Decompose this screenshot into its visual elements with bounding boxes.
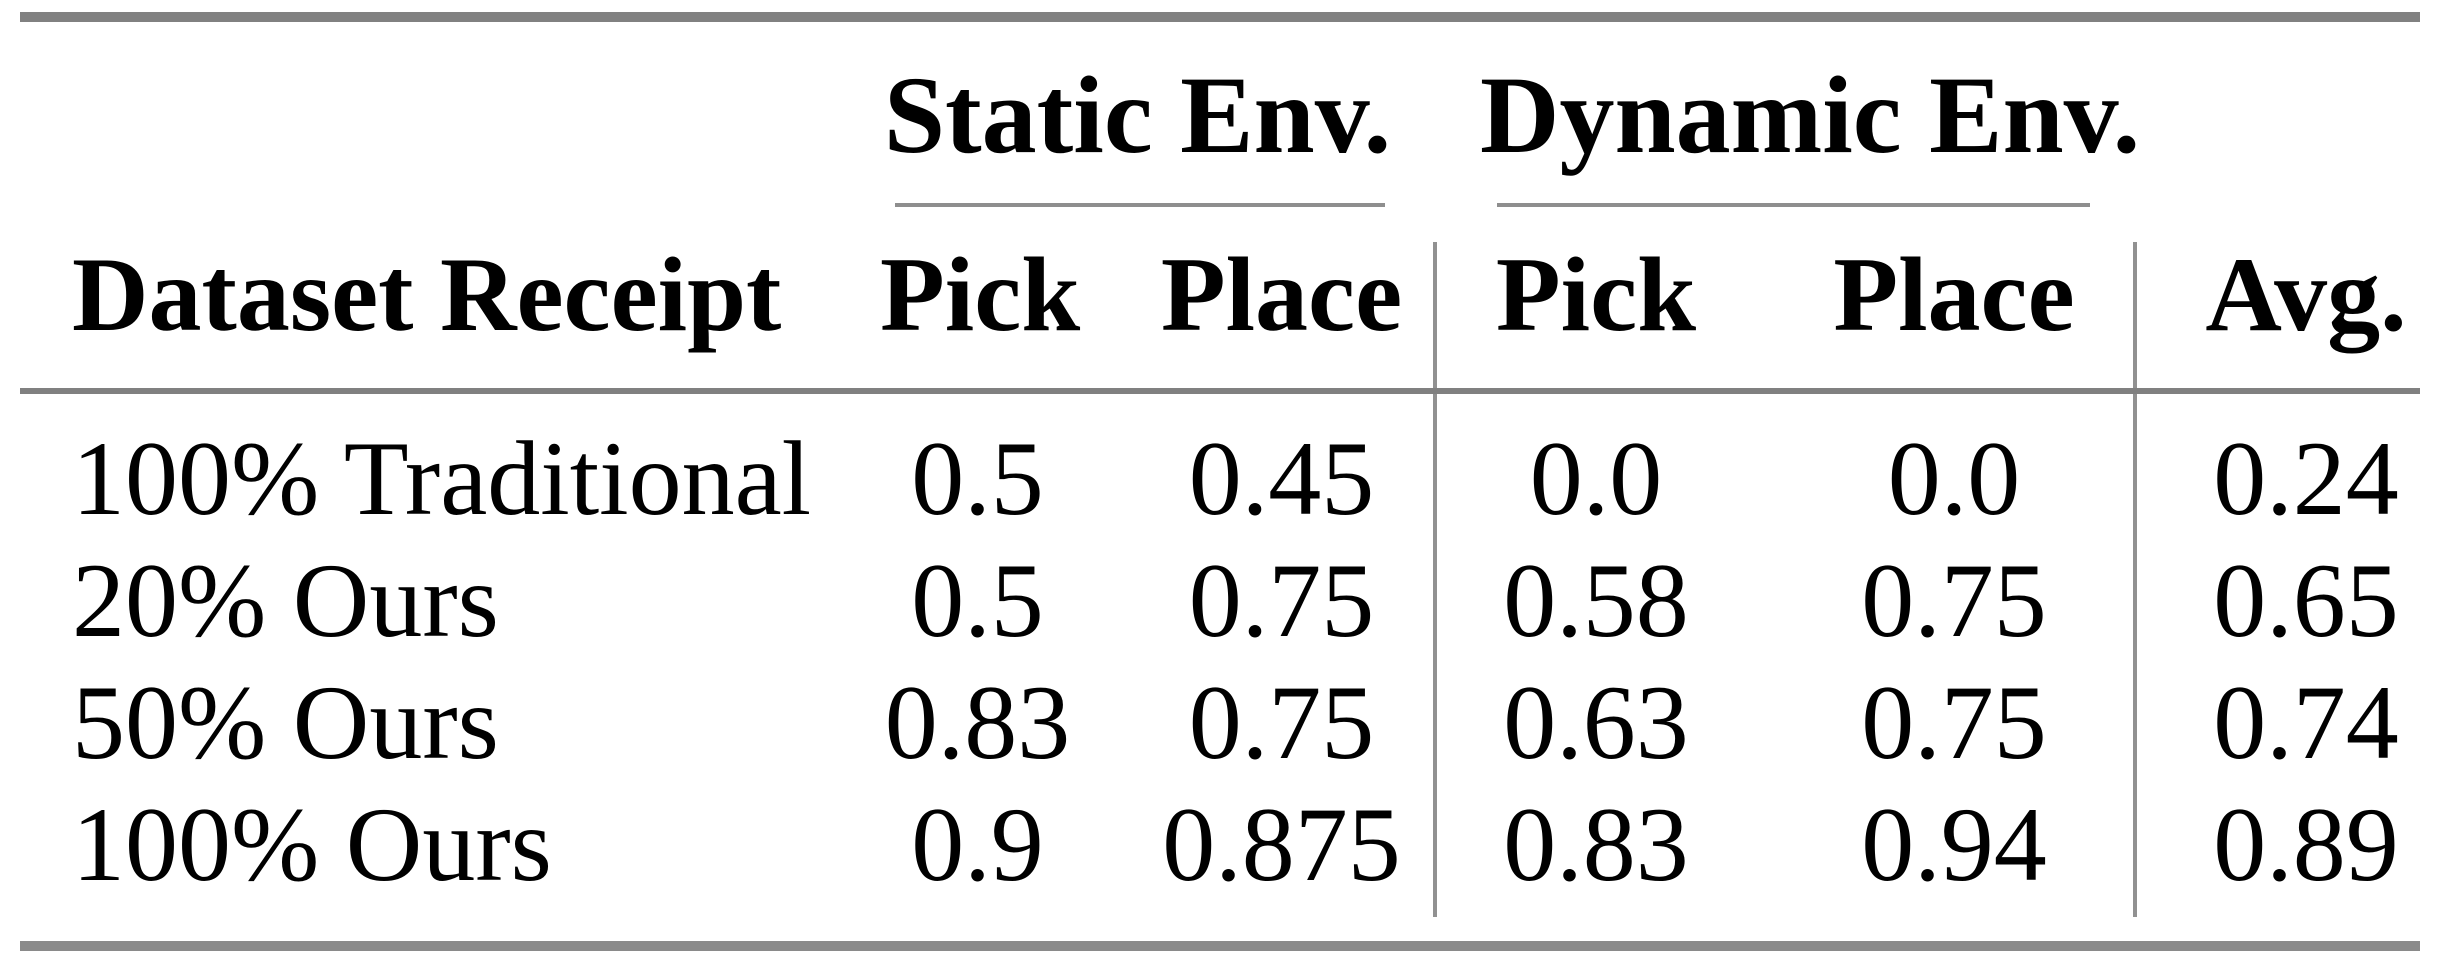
cell-static-place: 0.875 (1075, 784, 1437, 906)
cell-avg: 0.74 (2213, 664, 2399, 781)
group-header-static-env: Static Env. (880, 22, 1435, 207)
pre-bottom-rule-gap (20, 917, 2420, 941)
cell-dynamic-place: 0.75 (1755, 662, 2137, 784)
cell-avg: 0.24 (2213, 420, 2399, 537)
column-header-row: Dataset Receipt Pick Place Pick Place Av… (20, 242, 2420, 388)
spacer-cell (20, 917, 2420, 941)
cmidrule-static (895, 203, 1385, 207)
body-padding-top (20, 394, 2420, 418)
header-group-row: Static Env. Dynamic Env. (20, 22, 2420, 207)
cmidrule-dynamic (1497, 203, 2090, 207)
table-row-50-ours: 50% Ours 0.83 0.75 0.63 0.75 0.74 (20, 662, 2420, 784)
mid-rule (20, 388, 2420, 394)
spacer-cell (880, 906, 1075, 917)
top-rule-bar (20, 12, 2420, 22)
bottom-rule-bar (20, 941, 2420, 951)
spacer-cell (1075, 906, 1437, 917)
paper-table-figure: Static Env. Dynamic Env. Dataset Receipt… (20, 12, 2420, 951)
group-header-static-env-label: Static Env. (883, 53, 1392, 176)
cell-dynamic-pick: 0.63 (1503, 664, 1689, 781)
cell-static-pick: 0.5 (911, 542, 1044, 659)
row-label: 100% Traditional (72, 420, 812, 537)
table-row-100-traditional: 100% Traditional 0.5 0.45 0.0 0.0 0.24 (20, 418, 2420, 540)
body-padding-bottom (20, 906, 2420, 917)
top-rule (20, 12, 2420, 22)
row-label: 50% Ours (72, 664, 499, 781)
column-header-static-pick: Pick (880, 236, 1081, 353)
column-header-dataset: Dataset Receipt (72, 236, 782, 353)
cell-dynamic-place: 0.94 (1755, 784, 2137, 906)
column-header-static-place: Place (1075, 242, 1437, 388)
spacer-cell (880, 394, 1075, 418)
cell-static-pick: 0.5 (911, 420, 1044, 537)
column-header-dynamic-pick: Pick (1495, 236, 1697, 353)
cell-avg: 0.89 (2213, 786, 2399, 903)
cell-dynamic-pick: 0.58 (1503, 542, 1689, 659)
row-label: 100% Ours (72, 786, 552, 903)
table-row-100-ours: 100% Ours 0.9 0.875 0.83 0.94 0.89 (20, 784, 2420, 906)
group-header-dynamic-env: Dynamic Env. (1435, 22, 2140, 207)
spacer-cell (1075, 394, 1437, 418)
cell-dynamic-pick: 0.83 (1503, 786, 1689, 903)
spacer-cell (2135, 394, 2420, 418)
spacer-cell (20, 906, 880, 917)
corner-empty-cell (20, 22, 880, 207)
cell-dynamic-place: 0.0 (1755, 418, 2137, 540)
cell-avg: 0.65 (2213, 542, 2399, 659)
cell-static-pick: 0.9 (911, 786, 1044, 903)
cell-dynamic-place: 0.75 (1755, 540, 2137, 662)
column-header-avg: Avg. (2205, 236, 2407, 353)
cell-static-place: 0.75 (1075, 662, 1437, 784)
group-header-dynamic-env-label: Dynamic Env. (1480, 53, 2141, 176)
cell-static-place: 0.75 (1075, 540, 1437, 662)
cell-static-pick: 0.83 (884, 664, 1071, 781)
avg-empty-cell (2135, 22, 2420, 207)
bottom-rule (20, 941, 2420, 951)
cell-dynamic-pick: 0.0 (1529, 420, 1663, 537)
column-header-dynamic-place: Place (1755, 242, 2137, 388)
spacer-cell (1435, 906, 1755, 917)
mid-rule-bar (20, 388, 2420, 394)
spacer-cell (1435, 394, 1755, 418)
results-table: Static Env. Dynamic Env. Dataset Receipt… (20, 12, 2420, 951)
table-row-20-ours: 20% Ours 0.5 0.75 0.58 0.75 0.65 (20, 540, 2420, 662)
cell-static-place: 0.45 (1075, 418, 1437, 540)
row-label: 20% Ours (72, 542, 499, 659)
spacer-cell (1755, 394, 2137, 418)
spacer-cell (20, 394, 880, 418)
spacer-cell (1755, 906, 2137, 917)
spacer-cell (2135, 906, 2420, 917)
